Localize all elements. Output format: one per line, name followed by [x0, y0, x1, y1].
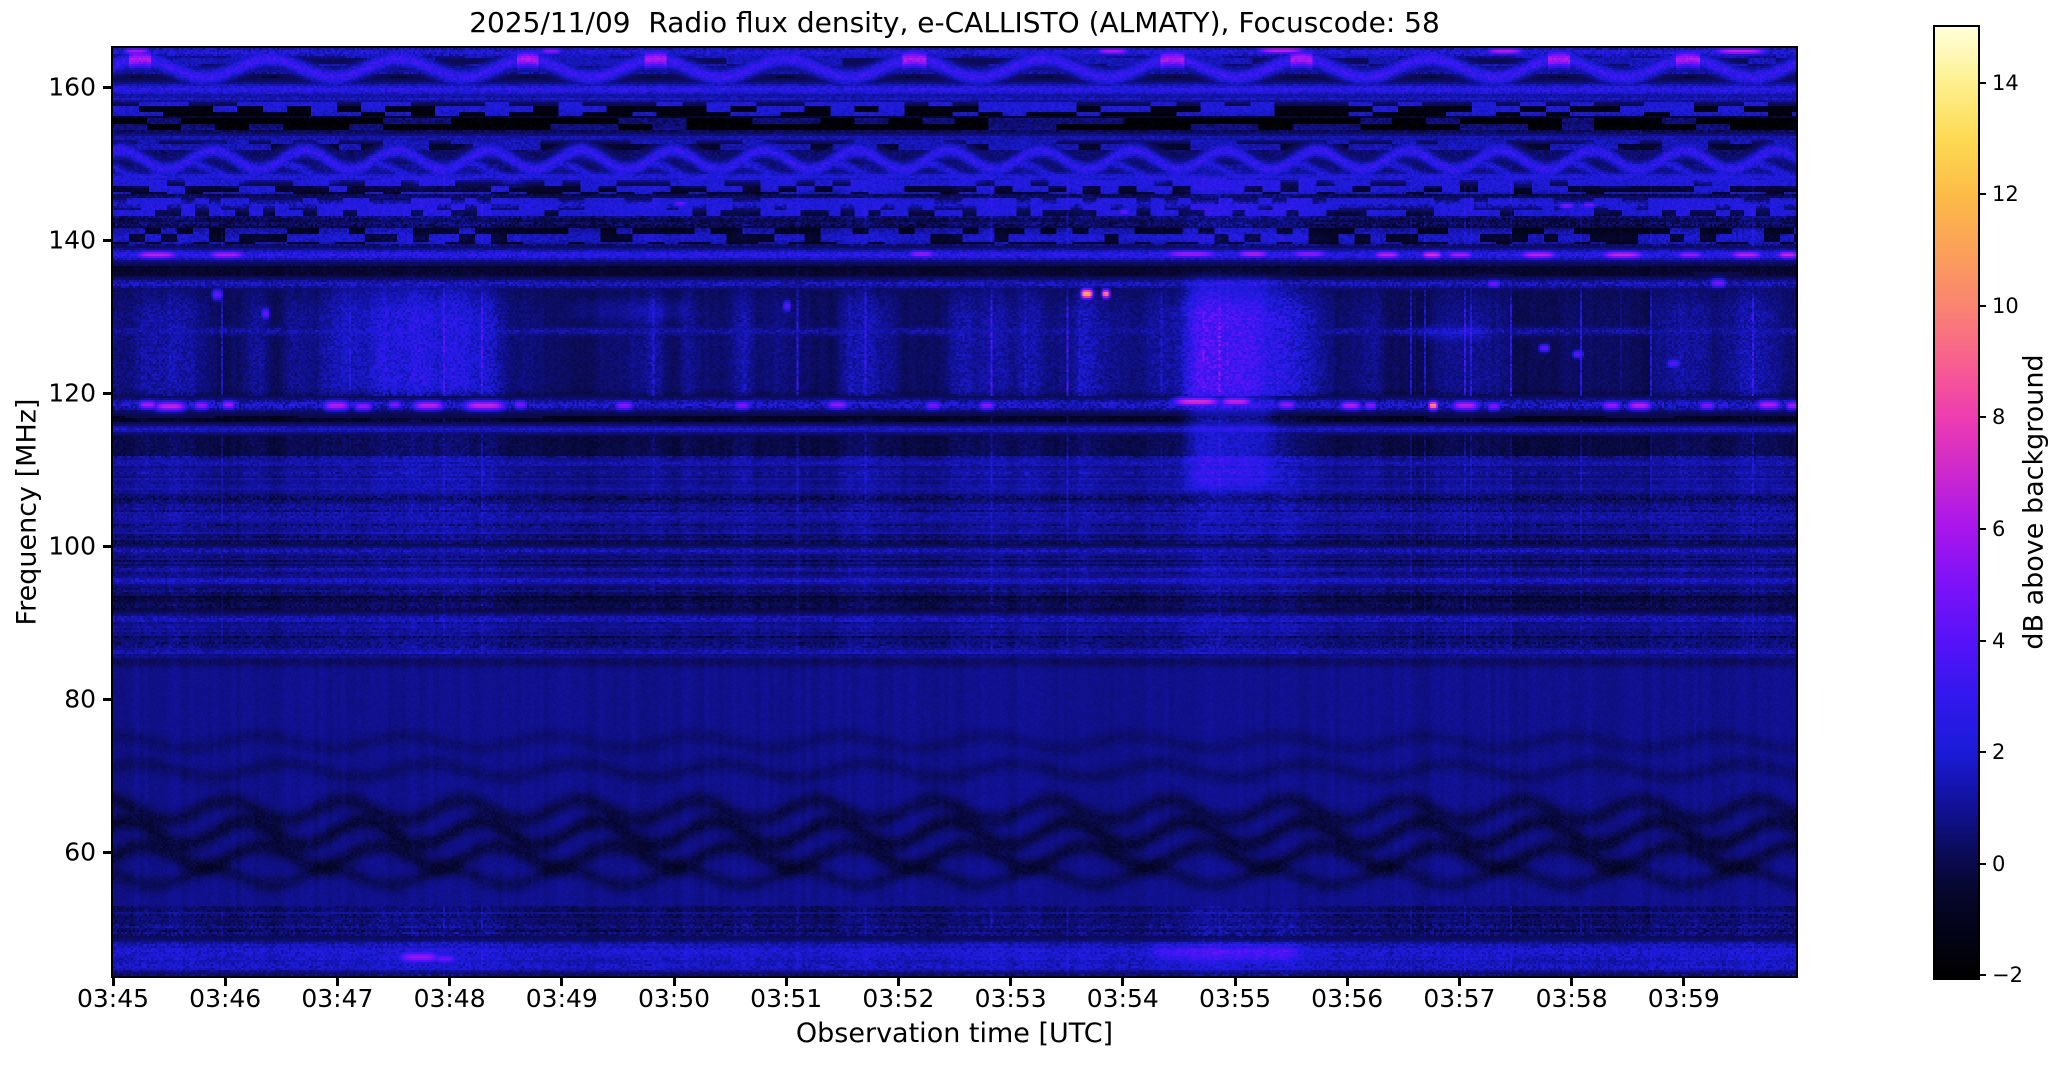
x-tick-mark: [1009, 976, 1013, 986]
colorbar-tick-label: −2: [1992, 963, 2023, 988]
x-tick-label: 03:54: [1086, 984, 1159, 1013]
x-tick-mark: [1233, 976, 1237, 986]
colorbar-tick-label: 10: [1992, 293, 2019, 318]
y-tick-label: 60: [64, 837, 96, 867]
x-axis-label: Observation time [UTC]: [795, 1018, 1114, 1049]
y-axis-label: Frequency [MHz]: [11, 398, 43, 626]
colorbar-tick-mark: [1978, 862, 1986, 865]
x-tick-label: 03:47: [301, 984, 374, 1013]
spectrogram-canvas: [113, 48, 1796, 976]
colorbar-tick-label: 0: [1992, 851, 2006, 876]
x-tick-label: 03:57: [1423, 984, 1496, 1013]
y-tick-mark: [103, 850, 113, 854]
x-tick-label: 03:45: [76, 984, 150, 1013]
colorbar-canvas: [1935, 27, 1978, 978]
x-tick-mark: [1457, 976, 1461, 986]
y-tick-label: 120: [48, 378, 96, 408]
x-tick-label: 03:48: [413, 984, 486, 1013]
y-tick-mark: [103, 697, 113, 701]
colorbar-tick-mark: [1978, 193, 1986, 196]
x-tick-label: 03:58: [1535, 984, 1608, 1013]
x-tick-label: 03:52: [862, 984, 935, 1013]
x-tick-mark: [1345, 976, 1349, 986]
colorbar-tick-label: 8: [1992, 405, 2006, 430]
x-tick-mark: [335, 976, 339, 986]
x-tick-label: 03:53: [974, 984, 1047, 1013]
colorbar-tick-label: 6: [1992, 516, 2006, 541]
x-tick-label: 03:55: [1198, 984, 1272, 1013]
y-tick-label: 140: [48, 225, 96, 255]
x-tick-mark: [1570, 976, 1574, 986]
y-tick-mark: [103, 238, 113, 242]
x-tick-mark: [223, 976, 227, 986]
colorbar-tick-mark: [1978, 974, 1986, 977]
x-tick-mark: [560, 976, 564, 986]
x-tick-label: 03:50: [637, 984, 711, 1013]
colorbar-tick-label: 4: [1992, 628, 2006, 653]
x-tick-mark: [1121, 976, 1125, 986]
x-tick-mark: [784, 976, 788, 986]
colorbar-label: dB above background: [2018, 354, 2050, 650]
colorbar-tick-mark: [1978, 304, 1986, 307]
x-tick-label: 03:59: [1647, 984, 1720, 1013]
colorbar-tick-label: 2: [1992, 740, 2006, 765]
y-tick-mark: [103, 544, 113, 548]
x-tick-label: 03:49: [525, 984, 598, 1013]
colorbar-tick-mark: [1978, 416, 1986, 419]
colorbar: [1933, 25, 1980, 980]
y-tick-mark: [103, 391, 113, 395]
x-tick-label: 03:51: [750, 984, 823, 1013]
spectrogram-plot-area: [111, 46, 1798, 978]
y-tick-label: 160: [48, 72, 96, 102]
colorbar-tick-mark: [1978, 81, 1986, 84]
y-tick-label: 80: [64, 684, 96, 714]
y-tick-label: 100: [48, 531, 96, 561]
x-tick-mark: [111, 976, 115, 986]
colorbar-tick-label: 12: [1992, 182, 2019, 207]
chart-title: 2025/11/09 Radio flux density, e-CALLIST…: [469, 6, 1440, 39]
x-tick-mark: [896, 976, 900, 986]
x-tick-mark: [1682, 976, 1686, 986]
colorbar-tick-mark: [1978, 639, 1986, 642]
x-tick-mark: [672, 976, 676, 986]
y-tick-mark: [103, 85, 113, 89]
colorbar-tick-label: 14: [1992, 70, 2019, 95]
x-tick-mark: [448, 976, 452, 986]
x-tick-label: 03:46: [189, 984, 262, 1013]
x-tick-label: 03:56: [1311, 984, 1384, 1013]
colorbar-tick-mark: [1978, 751, 1986, 754]
colorbar-tick-mark: [1978, 527, 1986, 530]
